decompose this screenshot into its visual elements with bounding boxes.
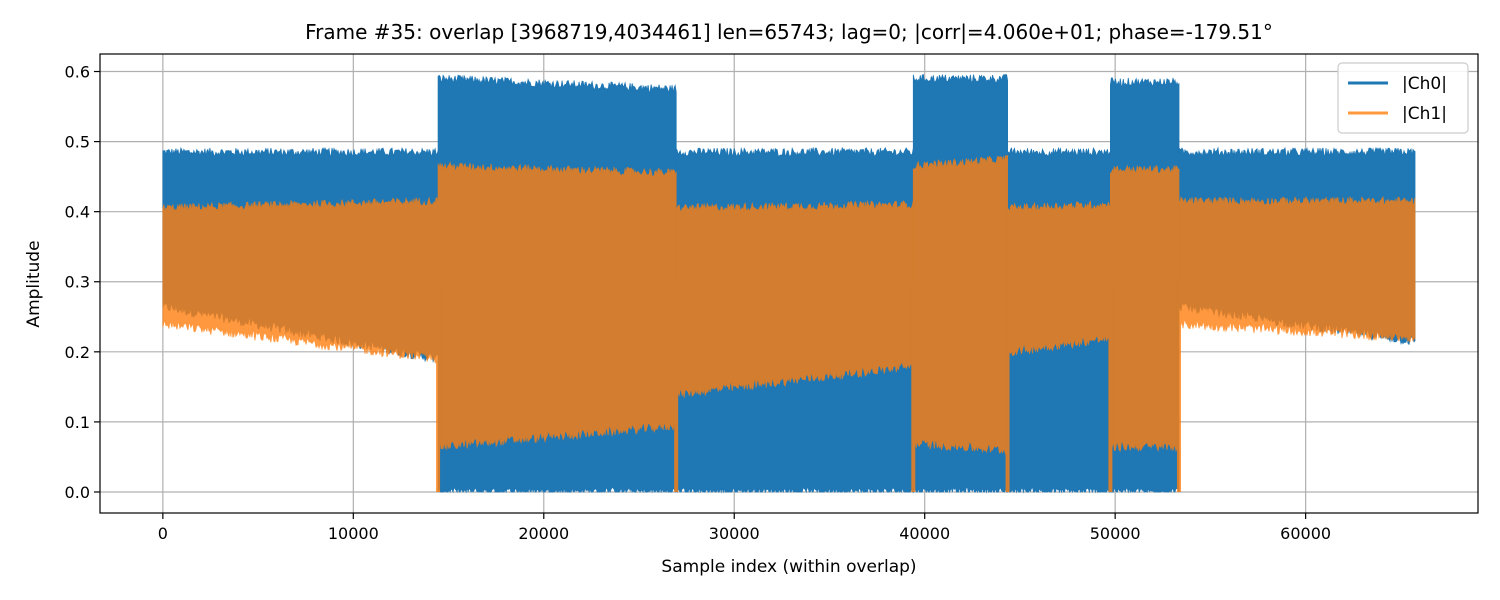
x-tick-label: 50000 <box>1090 524 1141 543</box>
y-tick-label: 0.5 <box>65 133 90 152</box>
x-tick-label: 40000 <box>899 524 950 543</box>
series-dip <box>1176 281 1181 492</box>
series-band <box>1110 164 1180 453</box>
legend: |Ch0| |Ch1| <box>1337 62 1469 134</box>
series-dip <box>674 281 679 492</box>
series-dip <box>1005 281 1010 492</box>
chart-title: Frame #35: overlap [3968719,4034461] len… <box>305 20 1273 44</box>
y-tick-label: 0.0 <box>65 483 90 502</box>
x-tick-label: 20000 <box>518 524 569 543</box>
y-axis-label: Amplitude <box>24 240 44 327</box>
y-tick-label: 0.6 <box>65 63 90 82</box>
plot-frame <box>99 53 1479 514</box>
series-band <box>162 196 439 364</box>
x-axis-label: Sample index (within overlap) <box>661 557 916 577</box>
series-band <box>437 161 677 451</box>
series-band <box>675 199 914 399</box>
legend-label: |Ch1| <box>1402 104 1447 124</box>
y-axis: 0.0 0.1 0.2 0.3 0.4 0.5 0.6 <box>65 63 100 502</box>
x-tick-label: 60000 <box>1280 524 1331 543</box>
x-tick-label: 0 <box>158 524 168 543</box>
x-tick-label: 10000 <box>328 524 379 543</box>
y-tick-label: 0.1 <box>65 413 90 432</box>
x-tick-label: 30000 <box>709 524 760 543</box>
plot-area <box>162 73 1416 494</box>
x-axis: 0 10000 20000 30000 40000 50000 60000 <box>158 513 1331 543</box>
series-band <box>1178 195 1416 343</box>
legend-label: |Ch0| <box>1402 74 1447 94</box>
series-ch1 <box>162 154 1416 492</box>
legend-box <box>1337 62 1469 134</box>
y-tick-label: 0.3 <box>65 273 90 292</box>
series-dip <box>436 281 441 492</box>
series-dip <box>911 281 916 492</box>
series-band <box>912 154 1008 455</box>
series-dip <box>1108 281 1113 492</box>
series-band <box>1007 200 1111 356</box>
y-tick-label: 0.2 <box>65 343 90 362</box>
y-tick-label: 0.4 <box>65 203 90 222</box>
